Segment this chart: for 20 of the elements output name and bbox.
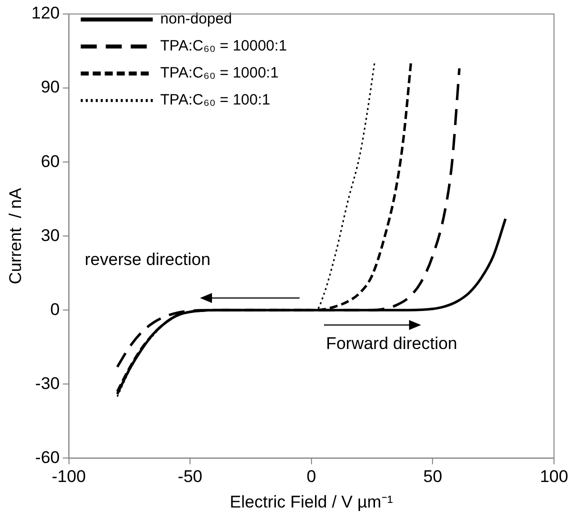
- legend-label: non-doped: [160, 10, 232, 28]
- x-axis-title: Electric Field / V µm⁻¹: [230, 492, 394, 512]
- x-tick-label: 50: [423, 467, 442, 486]
- y-tick-label: 60: [40, 152, 60, 171]
- x-tick-label: -100: [52, 467, 86, 486]
- legend-label: TPA:C₆₀ = 100:1: [160, 92, 270, 109]
- y-tick-label: 30: [40, 226, 60, 245]
- y-tick-label: 0: [50, 300, 60, 319]
- y-axis-title: Current / nA: [6, 187, 25, 284]
- y-tick-label: -60: [35, 448, 60, 467]
- legend-label: TPA:C₆₀ = 1000:1: [160, 64, 279, 82]
- x-tick-label: 0: [306, 467, 316, 486]
- annotation: reverse direction: [84, 250, 210, 270]
- y-tick-label: -30: [35, 374, 60, 393]
- y-tick-label: 90: [40, 78, 60, 97]
- x-tick-label: 100: [540, 467, 568, 486]
- annotation: Forward direction: [326, 334, 458, 354]
- legend-label: TPA:C₆₀ = 10000:1: [160, 38, 287, 55]
- y-tick-label: 120: [31, 4, 60, 23]
- x-tick-label: -50: [178, 467, 202, 486]
